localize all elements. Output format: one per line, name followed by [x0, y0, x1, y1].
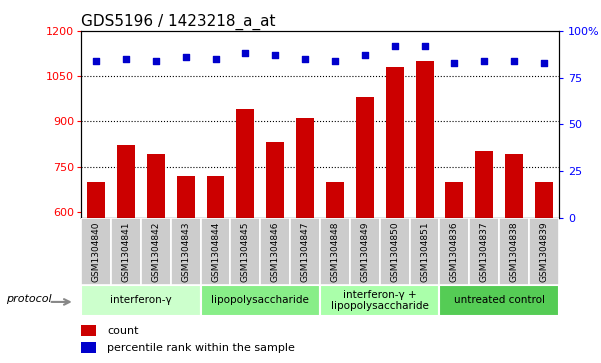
- Point: [539, 60, 549, 66]
- Text: untreated control: untreated control: [454, 295, 545, 305]
- Bar: [445, 182, 463, 218]
- Bar: [439, 218, 469, 285]
- Bar: [505, 155, 523, 218]
- Bar: [177, 176, 195, 218]
- Bar: [201, 285, 320, 316]
- Text: GSM1304842: GSM1304842: [151, 221, 160, 282]
- Text: interferon-γ: interferon-γ: [110, 295, 172, 305]
- Bar: [535, 182, 553, 218]
- Text: GSM1304847: GSM1304847: [300, 221, 310, 282]
- Point: [390, 43, 400, 49]
- Bar: [81, 326, 96, 337]
- Text: GSM1304844: GSM1304844: [211, 221, 220, 282]
- Point: [330, 58, 340, 64]
- Bar: [81, 218, 111, 285]
- Text: GSM1304845: GSM1304845: [241, 221, 250, 282]
- Bar: [171, 218, 201, 285]
- Bar: [81, 342, 96, 354]
- Point: [151, 58, 160, 64]
- Bar: [87, 182, 105, 218]
- Bar: [266, 142, 284, 218]
- Bar: [141, 218, 171, 285]
- Bar: [236, 109, 254, 218]
- Bar: [475, 151, 493, 218]
- Point: [509, 58, 519, 64]
- Text: GDS5196 / 1423218_a_at: GDS5196 / 1423218_a_at: [81, 13, 276, 29]
- Bar: [416, 61, 433, 218]
- Bar: [386, 67, 404, 218]
- Point: [300, 56, 310, 62]
- Text: GSM1304838: GSM1304838: [510, 221, 519, 282]
- Text: GSM1304848: GSM1304848: [331, 221, 340, 282]
- Point: [360, 52, 370, 58]
- Bar: [147, 155, 165, 218]
- Bar: [320, 218, 350, 285]
- Point: [270, 52, 280, 58]
- Bar: [117, 146, 135, 218]
- Text: interferon-γ +
lipopolysaccharide: interferon-γ + lipopolysaccharide: [331, 290, 429, 311]
- Bar: [201, 218, 230, 285]
- Bar: [380, 218, 410, 285]
- Bar: [356, 97, 374, 218]
- Point: [240, 50, 250, 56]
- Text: GSM1304851: GSM1304851: [420, 221, 429, 282]
- Text: lipopolysaccharide: lipopolysaccharide: [212, 295, 310, 305]
- Text: GSM1304843: GSM1304843: [181, 221, 190, 282]
- Text: count: count: [108, 326, 139, 336]
- Bar: [326, 182, 344, 218]
- Point: [91, 58, 101, 64]
- Bar: [290, 218, 320, 285]
- Text: GSM1304841: GSM1304841: [121, 221, 130, 282]
- Bar: [350, 218, 380, 285]
- Text: GSM1304849: GSM1304849: [361, 221, 370, 282]
- Text: percentile rank within the sample: percentile rank within the sample: [108, 343, 295, 353]
- Point: [450, 60, 459, 66]
- Bar: [81, 285, 201, 316]
- Bar: [499, 218, 529, 285]
- Bar: [469, 218, 499, 285]
- Text: GSM1304837: GSM1304837: [480, 221, 489, 282]
- Bar: [111, 218, 141, 285]
- Point: [121, 56, 131, 62]
- Bar: [410, 218, 439, 285]
- Point: [480, 58, 489, 64]
- Bar: [260, 218, 290, 285]
- Bar: [439, 285, 559, 316]
- Bar: [320, 285, 439, 316]
- Text: GSM1304840: GSM1304840: [91, 221, 100, 282]
- Bar: [296, 118, 314, 218]
- Text: GSM1304839: GSM1304839: [540, 221, 549, 282]
- Point: [211, 56, 221, 62]
- Point: [419, 43, 429, 49]
- Text: GSM1304850: GSM1304850: [390, 221, 399, 282]
- Text: GSM1304846: GSM1304846: [270, 221, 279, 282]
- Bar: [230, 218, 260, 285]
- Text: protocol: protocol: [7, 294, 52, 304]
- Point: [181, 54, 191, 60]
- Bar: [529, 218, 559, 285]
- Bar: [207, 176, 225, 218]
- Text: GSM1304836: GSM1304836: [450, 221, 459, 282]
